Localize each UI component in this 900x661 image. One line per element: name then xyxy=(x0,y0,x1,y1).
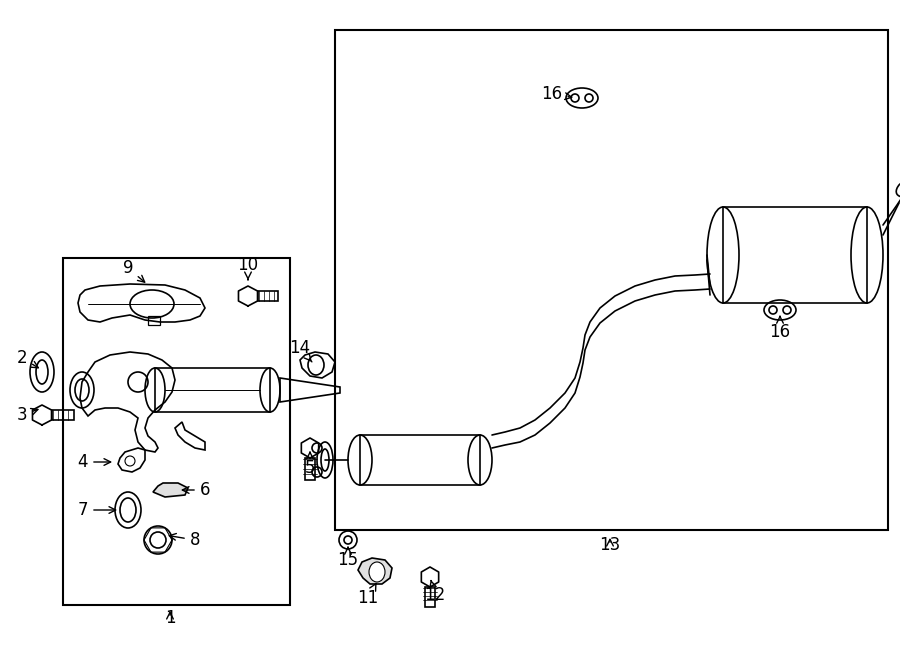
Text: 9: 9 xyxy=(122,259,145,282)
Text: 11: 11 xyxy=(357,584,379,607)
Text: 7: 7 xyxy=(77,501,116,519)
Text: 6: 6 xyxy=(183,481,211,499)
Text: 15: 15 xyxy=(338,547,358,569)
Text: 16: 16 xyxy=(542,85,572,103)
Text: 13: 13 xyxy=(599,536,621,554)
Polygon shape xyxy=(32,405,51,425)
Text: 1: 1 xyxy=(165,609,176,627)
Polygon shape xyxy=(153,483,188,497)
Text: 2: 2 xyxy=(17,349,39,368)
Polygon shape xyxy=(421,567,438,587)
Text: 14: 14 xyxy=(290,339,312,362)
Polygon shape xyxy=(238,286,257,306)
Ellipse shape xyxy=(369,562,385,582)
Text: 16: 16 xyxy=(770,317,790,341)
Text: 5: 5 xyxy=(305,452,315,477)
Polygon shape xyxy=(358,558,392,584)
Text: 8: 8 xyxy=(169,531,200,549)
Text: 4: 4 xyxy=(77,453,111,471)
Text: 3: 3 xyxy=(17,406,38,424)
Polygon shape xyxy=(302,438,319,458)
Text: 12: 12 xyxy=(425,580,446,604)
Text: 10: 10 xyxy=(238,256,258,280)
